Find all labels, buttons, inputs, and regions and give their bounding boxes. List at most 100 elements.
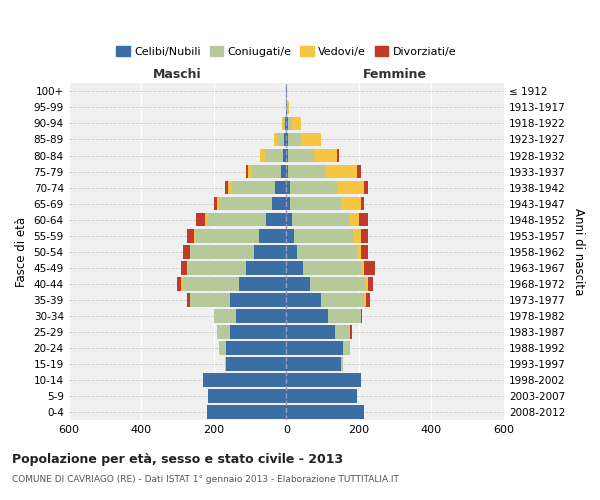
Bar bbox=[190, 245, 286, 258]
Bar bbox=[286, 100, 289, 114]
Bar bbox=[208, 390, 286, 403]
Bar bbox=[286, 373, 361, 387]
Bar bbox=[286, 213, 359, 226]
Bar bbox=[206, 406, 286, 419]
Bar bbox=[286, 181, 290, 194]
Bar bbox=[286, 132, 321, 146]
Bar bbox=[208, 390, 286, 403]
Bar bbox=[283, 148, 286, 162]
Bar bbox=[286, 325, 350, 338]
Bar bbox=[286, 84, 287, 98]
Bar bbox=[260, 148, 286, 162]
Bar bbox=[181, 261, 286, 274]
Bar bbox=[286, 325, 352, 338]
Bar bbox=[286, 277, 373, 290]
Bar bbox=[286, 116, 301, 130]
Bar bbox=[275, 181, 286, 194]
Bar bbox=[219, 197, 286, 210]
Bar bbox=[217, 197, 286, 210]
Bar bbox=[265, 148, 286, 162]
Bar bbox=[224, 357, 286, 371]
Bar bbox=[286, 341, 350, 355]
Bar bbox=[190, 293, 286, 306]
Bar bbox=[286, 277, 368, 290]
Bar bbox=[286, 148, 339, 162]
Bar bbox=[259, 229, 286, 242]
Bar bbox=[286, 277, 310, 290]
Bar bbox=[283, 116, 286, 130]
Bar bbox=[188, 261, 286, 274]
Bar bbox=[286, 406, 364, 419]
Bar bbox=[286, 116, 288, 130]
Bar bbox=[281, 116, 286, 130]
Bar bbox=[286, 116, 292, 130]
Bar bbox=[205, 213, 286, 226]
Bar bbox=[286, 213, 292, 226]
Bar bbox=[206, 406, 286, 419]
Bar bbox=[224, 357, 286, 371]
Bar bbox=[214, 309, 286, 322]
Bar bbox=[286, 309, 361, 322]
Bar bbox=[286, 164, 326, 178]
Bar bbox=[286, 277, 366, 290]
Bar bbox=[254, 245, 286, 258]
Text: COMUNE DI CAVRIAGO (RE) - Dati ISTAT 1° gennaio 2013 - Elaborazione TUTTITALIA.I: COMUNE DI CAVRIAGO (RE) - Dati ISTAT 1° … bbox=[12, 476, 399, 484]
Bar bbox=[187, 261, 286, 274]
Bar bbox=[286, 148, 288, 162]
Bar bbox=[286, 229, 368, 242]
Bar bbox=[286, 132, 301, 146]
Bar bbox=[286, 245, 297, 258]
Bar bbox=[187, 293, 286, 306]
Bar bbox=[286, 406, 364, 419]
Bar bbox=[286, 261, 361, 274]
Bar bbox=[286, 181, 368, 194]
Bar bbox=[228, 181, 286, 194]
Bar bbox=[286, 197, 290, 210]
Bar bbox=[281, 164, 286, 178]
Bar bbox=[286, 197, 364, 210]
Bar bbox=[286, 213, 368, 226]
Bar bbox=[230, 293, 286, 306]
Bar bbox=[286, 197, 361, 210]
Bar bbox=[286, 84, 287, 98]
Bar bbox=[178, 277, 286, 290]
Bar bbox=[203, 373, 286, 387]
Bar bbox=[274, 132, 286, 146]
Bar bbox=[286, 164, 288, 178]
Bar bbox=[226, 341, 286, 355]
Bar bbox=[286, 341, 350, 355]
Y-axis label: Anni di nascita: Anni di nascita bbox=[572, 208, 585, 296]
Bar bbox=[203, 373, 286, 387]
Bar bbox=[286, 132, 288, 146]
Bar bbox=[286, 245, 357, 258]
Bar bbox=[286, 84, 287, 98]
Bar bbox=[194, 229, 286, 242]
Bar bbox=[230, 325, 286, 338]
Bar bbox=[286, 197, 341, 210]
Text: Femmine: Femmine bbox=[363, 68, 427, 81]
Bar bbox=[286, 213, 350, 226]
Bar bbox=[286, 390, 357, 403]
Bar bbox=[286, 293, 366, 306]
Bar bbox=[190, 293, 286, 306]
Bar bbox=[252, 164, 286, 178]
Bar bbox=[286, 390, 357, 403]
Bar bbox=[286, 261, 375, 274]
Bar bbox=[260, 148, 286, 162]
Bar bbox=[286, 261, 302, 274]
Bar bbox=[187, 229, 286, 242]
Bar bbox=[206, 213, 286, 226]
Bar bbox=[286, 229, 293, 242]
Bar bbox=[286, 309, 361, 322]
Text: Popolazione per età, sesso e stato civile - 2013: Popolazione per età, sesso e stato civil… bbox=[12, 452, 343, 466]
Bar bbox=[203, 373, 286, 387]
Bar bbox=[281, 116, 286, 130]
Bar bbox=[286, 100, 287, 114]
Bar bbox=[286, 164, 361, 178]
Bar bbox=[286, 245, 361, 258]
Bar bbox=[286, 373, 361, 387]
Bar bbox=[286, 148, 314, 162]
Bar bbox=[286, 181, 364, 194]
Bar bbox=[286, 390, 357, 403]
Bar bbox=[277, 132, 286, 146]
